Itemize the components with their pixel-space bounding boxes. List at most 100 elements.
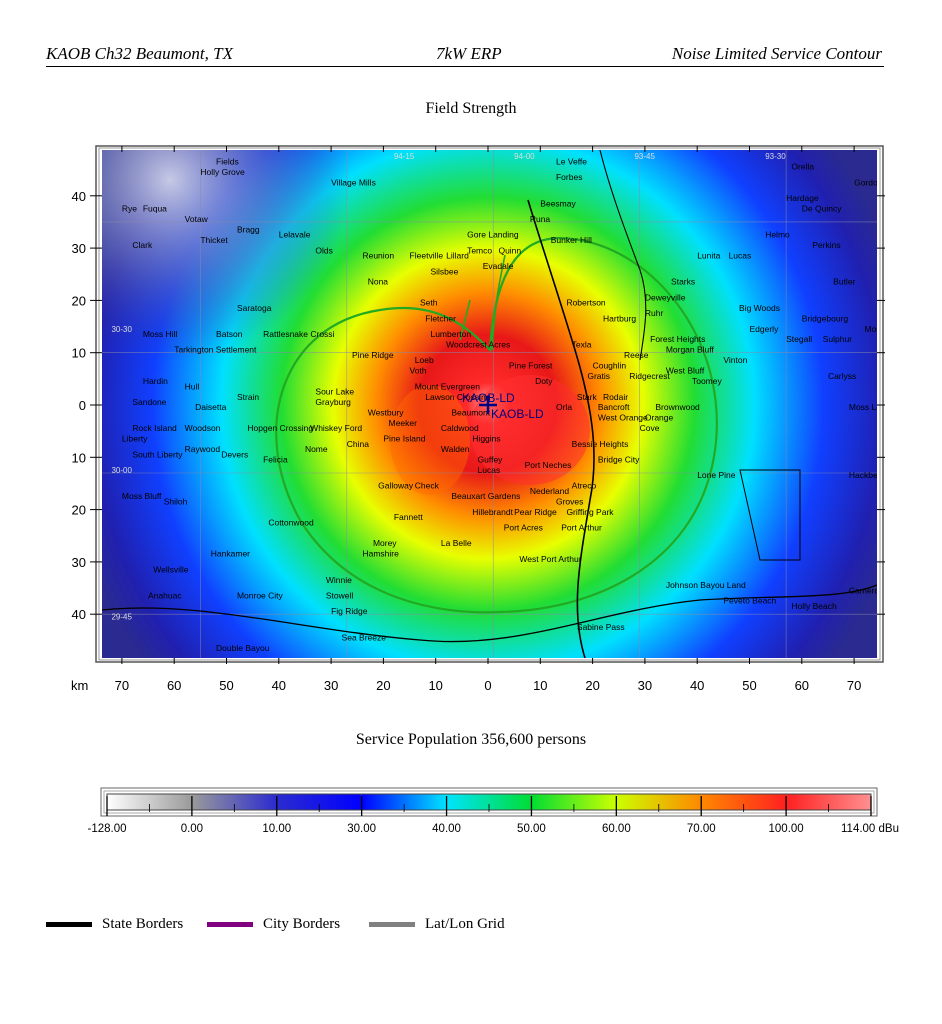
place-label: Edgerly xyxy=(750,324,780,334)
place-label: Stegall xyxy=(786,334,812,344)
place-label: Meeker xyxy=(389,418,418,428)
place-label: Sulphur xyxy=(823,334,852,344)
place-label: West Port Arthur xyxy=(519,554,581,564)
place-label: Perkins xyxy=(812,240,840,250)
place-label: Fannett xyxy=(394,512,423,522)
place-label: West Bluff xyxy=(666,366,705,376)
place-label: Mount Evergreen xyxy=(415,381,480,391)
grid-label: 30-30 xyxy=(111,325,132,334)
county-border xyxy=(599,150,647,361)
place-label: Hardage xyxy=(786,193,819,203)
x-tick-label: 0 xyxy=(484,678,491,693)
coastline xyxy=(102,584,877,643)
scale-band xyxy=(361,794,447,810)
y-tick-label: 30 xyxy=(72,241,86,256)
legend-label: Lat/Lon Grid xyxy=(425,916,505,932)
scale-label: 40.00 xyxy=(432,823,461,835)
scale-label: 114.00 dBu xyxy=(841,823,899,835)
place-label: Fleetville xyxy=(410,251,444,261)
grid-label: 94-15 xyxy=(394,152,415,161)
place-label: Cameron xyxy=(849,585,884,595)
scale-label: 50.00 xyxy=(517,823,546,835)
place-label: Orla xyxy=(556,402,572,412)
place-label: Higgins xyxy=(472,434,500,444)
place-label: Nona xyxy=(368,277,389,287)
place-label: Batson xyxy=(216,329,243,339)
place-label: Fuqua xyxy=(143,203,167,213)
scale-label: 100.00 xyxy=(769,823,804,835)
place-label: Gratis xyxy=(587,371,610,381)
x-tick-label: 70 xyxy=(115,678,129,693)
place-label: Nome xyxy=(305,444,328,454)
place-label: Gore Landing xyxy=(467,230,519,240)
place-label: Bessie Heights xyxy=(572,439,629,449)
header-contour-type: Noise Limited Service Contour xyxy=(671,44,882,63)
place-label: De Quincy xyxy=(802,203,842,213)
place-label: Morey xyxy=(373,538,397,548)
place-label: Double Bayou xyxy=(216,643,270,653)
place-label: Johnson Bayou Land xyxy=(666,580,746,590)
scale-band xyxy=(446,794,532,810)
place-label: Devers xyxy=(221,449,248,459)
scale-bands xyxy=(106,793,872,816)
grid-label: 94-00 xyxy=(514,152,535,161)
place-label: Butler xyxy=(833,277,855,287)
y-tick-label: 10 xyxy=(72,346,86,361)
place-label: Seth xyxy=(420,298,438,308)
scale-band xyxy=(276,794,362,810)
place-label: Starks xyxy=(671,277,695,287)
state-border-sabine xyxy=(527,199,595,658)
place-label: Brownwood xyxy=(655,402,700,412)
place-label: Lawson Crossing xyxy=(425,392,490,402)
state-borders-swatch xyxy=(46,922,92,927)
place-label: Saratoga xyxy=(237,303,272,313)
place-label: Hankamer xyxy=(211,549,250,559)
y-tick-label: 0 xyxy=(79,398,86,413)
x-tick-label: 50 xyxy=(742,678,756,693)
place-label: Runa xyxy=(530,214,551,224)
place-label: Lucas xyxy=(478,465,501,475)
x-tick-label: 40 xyxy=(272,678,286,693)
y-tick-label: 30 xyxy=(72,555,86,570)
place-label: Orella xyxy=(791,162,814,172)
place-label: Guffey xyxy=(478,455,504,465)
place-label: Stowell xyxy=(326,591,354,601)
place-label: Groves xyxy=(556,496,583,506)
place-label: Olds xyxy=(315,245,332,255)
place-label: West Orange xyxy=(598,413,648,423)
place-label: Felicia xyxy=(263,455,288,465)
place-label: Port Arthur xyxy=(561,523,602,533)
place-label: Anahuac xyxy=(148,591,182,601)
place-label: Morgan Bluff xyxy=(666,345,715,355)
lat-lon-grid-swatch xyxy=(369,922,415,927)
place-label: Silsbee xyxy=(430,266,458,276)
place-label: Westbury xyxy=(368,407,404,417)
place-label: Pine Forest xyxy=(509,360,553,370)
place-label: Fig Ridge xyxy=(331,606,368,616)
place-label: Votaw xyxy=(185,214,209,224)
place-label: Clark xyxy=(132,240,153,250)
hot-spot xyxy=(470,375,590,485)
place-label: Rattlesnake Crossi xyxy=(263,329,334,339)
place-label: Pear Ridge xyxy=(514,507,557,517)
map-frame-inner xyxy=(98,147,881,661)
place-label: Beauxart Gardens xyxy=(451,491,520,501)
place-label: South Liberty xyxy=(132,449,183,459)
scale-frame-inner xyxy=(103,790,875,814)
scale-band xyxy=(786,794,871,810)
place-label: Big Woods xyxy=(739,303,780,313)
place-label: Temco xyxy=(467,245,492,255)
place-label: Whiskey Ford xyxy=(310,423,362,433)
place-label: Walden xyxy=(441,444,470,454)
x-tick-label: 50 xyxy=(219,678,233,693)
legend-lat-lon-grid: Lat/Lon Grid xyxy=(369,916,505,933)
scale-band xyxy=(531,794,617,810)
service-contour xyxy=(275,236,718,614)
grid-label: 30-00 xyxy=(111,466,132,475)
place-label: Lelavale xyxy=(279,230,311,240)
place-label: Check xyxy=(415,481,440,491)
place-label: Bancroft xyxy=(598,402,630,412)
place-label: Stark xyxy=(577,392,598,402)
place-label: Peveto Beach xyxy=(723,596,776,606)
place-label: Deweyville xyxy=(645,292,686,302)
